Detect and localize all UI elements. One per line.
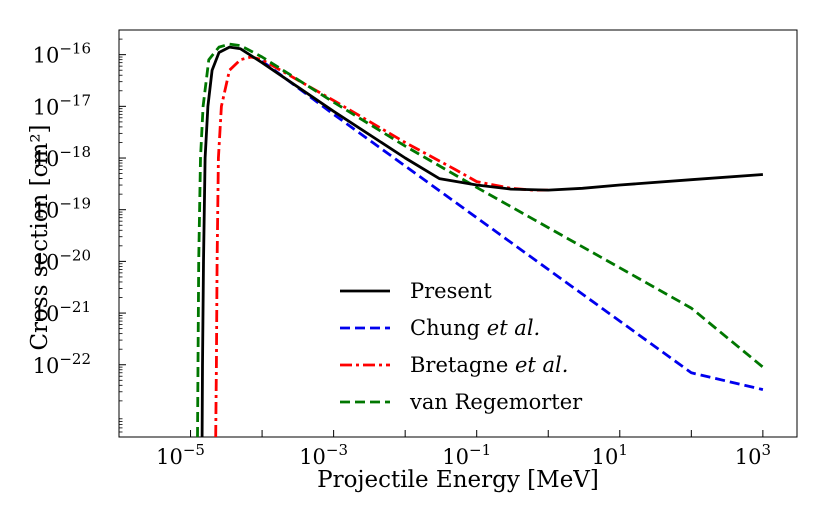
y-tick-label-6: 10−22 (33, 350, 91, 378)
series-line-0 (200, 45, 764, 438)
x-tick-labels: 10−5 10−3 10−1 101 103 (156, 441, 771, 469)
series-lines (196, 42, 764, 438)
series-line-2 (214, 55, 549, 438)
x-tick-label-1: 10−3 (299, 441, 348, 469)
y-axis-label: Cross section [cm²] (27, 124, 53, 350)
series-line-1 (261, 59, 764, 391)
y-tick-label-1: 10−17 (33, 91, 91, 119)
legend-label-0: Present (410, 279, 492, 303)
plot-frame (118, 29, 798, 438)
x-tick-label-2: 10−1 (442, 441, 491, 469)
legend: Present Chung et al. Bretagne et al. van Re… (340, 279, 583, 414)
legend-label-2: Bretagne et al. (410, 353, 568, 377)
legend-label-3: van Regemorter (409, 390, 583, 414)
series-line-3 (196, 42, 764, 438)
x-tick-label-3: 101 (592, 441, 628, 469)
x-axis-label: Projectile Energy [MeV] (317, 467, 599, 493)
y-tick-label-0: 10−16 (33, 40, 91, 68)
x-tick-label-4: 103 (735, 441, 771, 469)
x-tick-label-0: 10−5 (156, 441, 205, 469)
axis-ticks (118, 29, 764, 438)
legend-label-1: Chung et al. (410, 316, 540, 340)
